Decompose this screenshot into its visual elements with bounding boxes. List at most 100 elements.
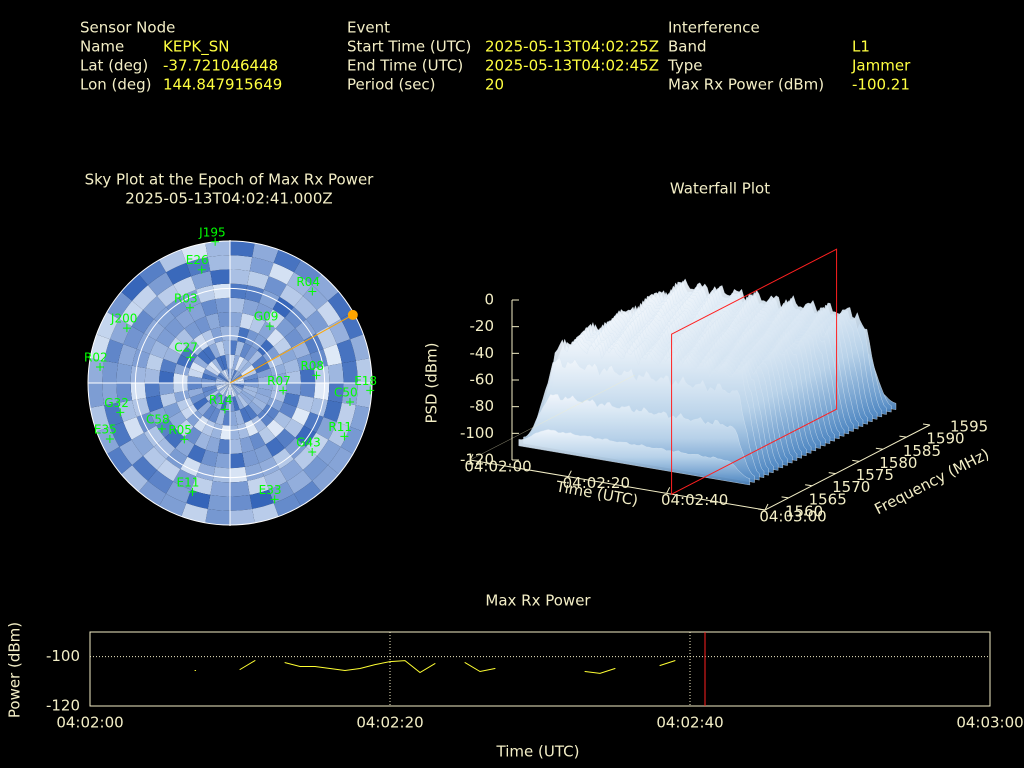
sky-cell: [293, 446, 317, 470]
sky-cell: [200, 449, 218, 467]
sky-cell: [258, 426, 276, 445]
sky-cell: [296, 353, 314, 371]
sky-cell: [215, 409, 226, 425]
sky-cell: [210, 480, 230, 497]
sky-cell: [244, 383, 259, 388]
surface-slice: [518, 429, 751, 486]
sky-cell: [284, 437, 307, 460]
sky-cell: [266, 419, 285, 438]
sky-cell: [163, 402, 181, 419]
y-tick-label: 1565: [809, 490, 847, 508]
sky-cell: [230, 383, 244, 388]
field-value: KEPK_SN: [163, 38, 229, 57]
sky-cell: [234, 341, 245, 357]
sky-cell: [205, 241, 230, 258]
sky-cell: [194, 432, 211, 450]
sky-cell: [159, 493, 187, 517]
sky-cell: [317, 300, 341, 327]
field-label: Max Rx Power (dBm): [668, 76, 824, 94]
sky-cell: [215, 380, 230, 383]
sky-cell: [258, 375, 273, 383]
section-title: Sensor Node: [80, 19, 175, 37]
sky-cell: [328, 421, 351, 447]
x-tick-label: 04:02:20: [563, 474, 630, 492]
sky-cell: [283, 392, 300, 408]
sky-cell: [310, 349, 328, 369]
sky-cell: [109, 319, 132, 345]
sky-cell: [230, 372, 241, 383]
sky-cell: [272, 373, 287, 383]
sky-cell: [190, 361, 206, 374]
sky-cell: [230, 354, 235, 369]
y-tick: [828, 472, 836, 475]
power-line: [194, 660, 676, 674]
sky-cell: [175, 437, 195, 457]
sky-cell: [293, 296, 317, 320]
sky-cell: [244, 463, 264, 481]
sky-cell: [237, 358, 249, 373]
sky-cell: [201, 329, 216, 347]
sky-cell: [251, 415, 267, 433]
sky-cell: [217, 383, 230, 393]
sky-cell: [220, 355, 228, 370]
sky-cell: [313, 383, 330, 401]
sky-cell: [159, 249, 187, 273]
sky-ring: [134, 287, 326, 479]
sky-cell: [284, 418, 304, 438]
sky-cell: [244, 419, 259, 437]
sky-cell: [146, 353, 164, 371]
y-tick-label: -100: [46, 647, 80, 665]
satellite-label: R08: [300, 359, 324, 373]
sky-cell: [230, 508, 255, 525]
sky-cell: [230, 466, 248, 483]
satellite-label: R14: [209, 393, 233, 407]
sky-cell: [283, 358, 300, 374]
field-label: Lat (deg): [80, 57, 148, 75]
sky-cell: [230, 452, 245, 469]
sky-cell: [249, 489, 274, 509]
satellite-label: R05: [168, 423, 192, 437]
y-tick-label: 1590: [926, 430, 964, 448]
sky-cell: [147, 272, 174, 296]
sky-cell: [285, 370, 301, 383]
sky-cell: [102, 360, 119, 383]
sky-cell: [166, 296, 188, 318]
y-tick: [757, 508, 766, 511]
sky-cell: [230, 383, 233, 398]
satellite-label: J200: [110, 312, 137, 326]
y-tick: [899, 435, 907, 438]
sky-cell: [132, 349, 150, 369]
section-title: Interference: [668, 19, 760, 37]
sky-cell: [270, 363, 286, 376]
sky-cell: [230, 438, 243, 454]
sky-cell: [166, 481, 192, 504]
satellite-label: C58: [146, 412, 170, 426]
satellite-label: E18: [354, 374, 377, 388]
sky-cell: [230, 326, 240, 341]
satellite-marker: [345, 398, 354, 407]
sky-cell: [266, 397, 284, 412]
sky-cell: [248, 401, 263, 416]
field-value: L1: [852, 38, 870, 56]
sky-cell: [211, 393, 223, 408]
sky-cell: [232, 355, 240, 370]
sky-cell: [247, 476, 269, 495]
y-tick-label: 1575: [856, 466, 894, 484]
sky-cell: [248, 350, 263, 365]
sky-cell: [109, 421, 132, 447]
sky-cell: [355, 358, 372, 383]
sky-cell: [212, 466, 230, 483]
satellite-marker: [188, 487, 197, 496]
sky-cell: [327, 383, 344, 403]
y-tick-label: 1585: [903, 442, 941, 460]
sky-cell: [262, 346, 280, 362]
sky-cell: [230, 378, 244, 383]
sky-cell: [175, 328, 194, 347]
satellite-label: G32: [104, 396, 129, 410]
z-axis-label: PSD (dBm): [423, 342, 441, 423]
sky-cell: [212, 283, 230, 300]
sky-cell: [251, 333, 267, 351]
satellite-marker: [308, 287, 317, 296]
sky-cell: [174, 390, 190, 403]
field-value: 20: [485, 76, 504, 94]
